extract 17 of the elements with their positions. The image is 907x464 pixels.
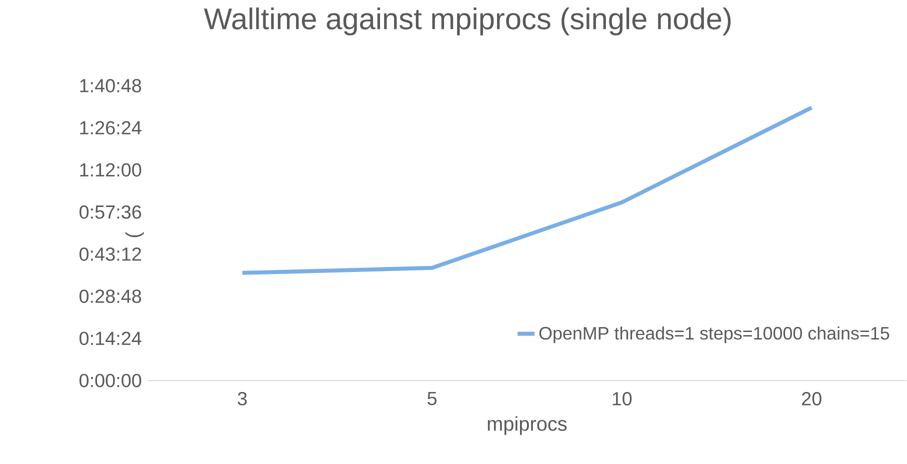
chart-title: Walltime against mpiprocs (single node) [204,7,731,36]
y-axis-title: ( [125,232,144,238]
x-tick-label: 3 [238,392,247,406]
y-tick-label: 1:26:24 [80,120,142,134]
line-series [240,106,814,275]
y-tick-label: 1:12:00 [80,163,142,177]
y-tick-label: 0:43:12 [80,247,141,261]
y-tick-label: 0:14:24 [80,332,142,346]
x-tick-label: 5 [428,392,437,406]
legend-label: OpenMP threads=1 steps=10000 chains=15 [539,326,890,344]
x-tick-label: 20 [802,392,822,406]
y-tick-label: 1:40:48 [80,78,142,92]
y-tick-label: 0:57:36 [80,205,142,219]
y-tick-label: 0:28:48 [80,289,142,303]
y-tick-label: 0:00:00 [80,374,142,388]
x-axis-title: mpiprocs [488,416,567,435]
x-tick-label: 10 [612,392,632,406]
